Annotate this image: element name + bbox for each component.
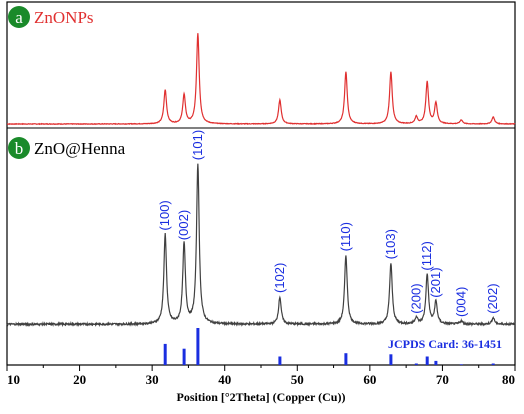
panel-a-badge <box>8 6 30 28</box>
hkl-label: (202) <box>485 283 500 313</box>
hkl-labels: (100) (002) (101) (102) (110) (103) (200) (112)… <box>157 130 500 317</box>
x-tick-label: 40 <box>218 372 231 387</box>
hkl-label: (101) <box>190 130 205 160</box>
panel-b: b ZnO@Henna (100) (002)(101)(102)(110) (10… <box>6 130 516 328</box>
hkl-label: (103) <box>383 229 398 259</box>
hkl-label: (100) <box>157 200 172 230</box>
x-tick-label: 30 <box>146 372 159 387</box>
hkl-label: (102) <box>272 263 287 293</box>
plot-frame <box>6 1 516 366</box>
x-axis-label: Position [°2Theta] (Copper (Cu)) <box>177 390 346 404</box>
x-tick-label: 20 <box>73 372 86 387</box>
hkl-label: (004) <box>453 287 468 317</box>
x-tick-label: 10 <box>7 372 20 387</box>
x-tick-label: 50 <box>291 372 304 387</box>
x-tick-label: 70 <box>436 372 449 387</box>
panel-a: a ZnONPs <box>6 6 516 126</box>
x-tick-label: 60 <box>363 372 376 387</box>
hkl-label: (201) <box>428 267 443 297</box>
reference-label: JCPDS Card: 36-1451 <box>388 337 502 351</box>
x-axis: 10 20 30 40 50 60 70 80 <box>6 365 516 387</box>
series-zno-henna-line <box>6 163 516 328</box>
hkl-label: (200) <box>408 283 423 313</box>
x-tick-label: 80 <box>502 372 515 387</box>
hkl-label: (002) <box>176 210 191 240</box>
hkl-label: (112) <box>419 241 434 270</box>
panel-a-title: ZnONPs <box>34 8 94 27</box>
panel-b-title: ZnO@Henna <box>34 139 126 158</box>
hkl-label: (110) <box>338 222 353 251</box>
panel-a-badge-letter: a <box>15 8 23 27</box>
panel-b-badge-letter: b <box>15 139 24 158</box>
panel-b-badge <box>8 137 30 159</box>
reference-pattern: JCPDS Card: 36-1451 <box>163 328 502 365</box>
series-zno-nps-line <box>6 33 516 126</box>
